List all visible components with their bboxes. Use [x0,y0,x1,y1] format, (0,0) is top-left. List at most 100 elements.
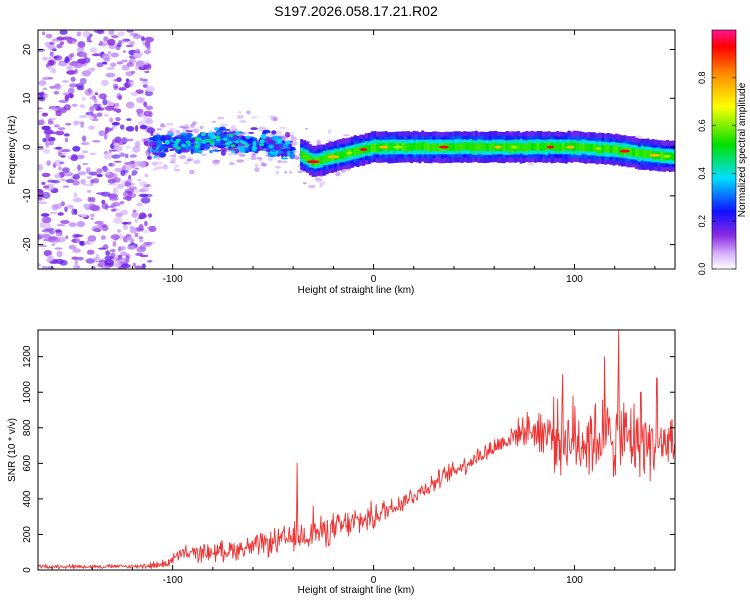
noise-blob [119,258,127,263]
halo-blob [302,182,307,185]
line-segment [528,142,532,151]
noise-blob [42,57,52,60]
line-segment [460,142,464,151]
noise-blob [92,178,100,184]
noise-blob [114,254,119,260]
noise-blob [143,241,153,246]
noise-blob [72,264,80,269]
band-blob [169,149,175,151]
halo-blob [217,116,225,120]
noise-blob [91,118,99,122]
noise-blob [138,189,146,193]
noise-blob [72,173,81,180]
band-blob [248,131,255,134]
noise-blob [58,62,67,67]
noise-blob [138,236,144,240]
line-segment [502,142,506,151]
noise-blob [57,127,66,131]
noise-blob [43,185,50,189]
noise-blob [70,76,76,82]
line-segment [542,142,546,151]
line-segment [401,142,405,151]
line-segment [308,155,312,163]
halo-blob [269,115,276,118]
noise-blob [78,115,88,118]
band-hot-spot [276,140,282,144]
colorbar-tick-label: 0.8 [697,72,707,85]
noise-blob [143,193,153,198]
band-blob [152,146,156,151]
noise-blob [106,67,115,70]
band-blob [185,130,193,133]
noise-blob [124,153,129,159]
halo-blob [239,120,247,123]
noise-blob [90,105,98,110]
noise-blob [46,183,55,191]
line-segment [559,143,563,152]
colorbar-frame [711,29,737,270]
noise-blob [72,197,83,203]
hot-spot [566,145,575,149]
noise-blob [101,224,109,232]
halo-blob [274,165,281,169]
spectrogram-ylabel: Frequency (Hz) [7,116,18,185]
noise-blob [126,138,134,142]
halo-blob [281,160,288,163]
noise-blob [103,133,108,140]
noise-blob [120,170,126,176]
noise-blob [119,124,125,130]
noise-blob [65,179,75,183]
noise-blob [105,266,110,269]
noise-blob [51,179,61,184]
line-segment [590,144,593,152]
line-segment [418,142,422,151]
band-blob [163,150,169,153]
noise-blob [113,160,122,163]
noise-blob [38,201,48,204]
noise-blob [147,226,154,230]
line-segment [407,143,411,152]
band-blob [250,127,258,131]
noise-blob [104,259,115,266]
noise-blob [138,223,144,231]
halo-blob [232,128,239,132]
noise-blob [47,59,56,66]
noise-blob [63,133,70,137]
noise-blob [80,179,87,185]
halo-blob [275,170,280,175]
noise-blob [94,92,99,95]
halo-blob [277,159,282,164]
line-segment [452,143,456,152]
noise-blob [38,234,43,240]
y-tick-label: 600 [22,455,33,472]
line-segment [319,156,323,164]
noise-blob [134,218,138,223]
halo-blob [327,129,332,134]
line-segment [415,142,419,151]
noise-blob [136,97,145,104]
noise-blob [93,30,104,34]
colorbar-label: Normalized spectral amplitude [737,82,748,217]
x-tick-label: 0 [371,575,377,586]
line-segment [561,143,565,151]
line-segment [525,143,529,151]
halo-blob [288,170,293,174]
noise-blob [86,189,92,193]
noise-blob [115,117,121,122]
noise-blob [70,155,78,161]
y-tick-label: 20 [22,44,33,56]
snr-series-line [38,330,675,570]
noise-blob [108,30,115,36]
noise-blob [80,214,88,218]
band-hot-spot [222,137,228,141]
noise-blob [82,183,93,186]
band-blob [252,140,257,147]
noise-blob [106,172,110,176]
noise-blob [122,221,128,225]
noise-blob [76,31,82,37]
halo-blob [256,157,263,160]
line-segment [635,149,638,157]
noise-blob [105,126,110,134]
line-segment [463,142,467,151]
